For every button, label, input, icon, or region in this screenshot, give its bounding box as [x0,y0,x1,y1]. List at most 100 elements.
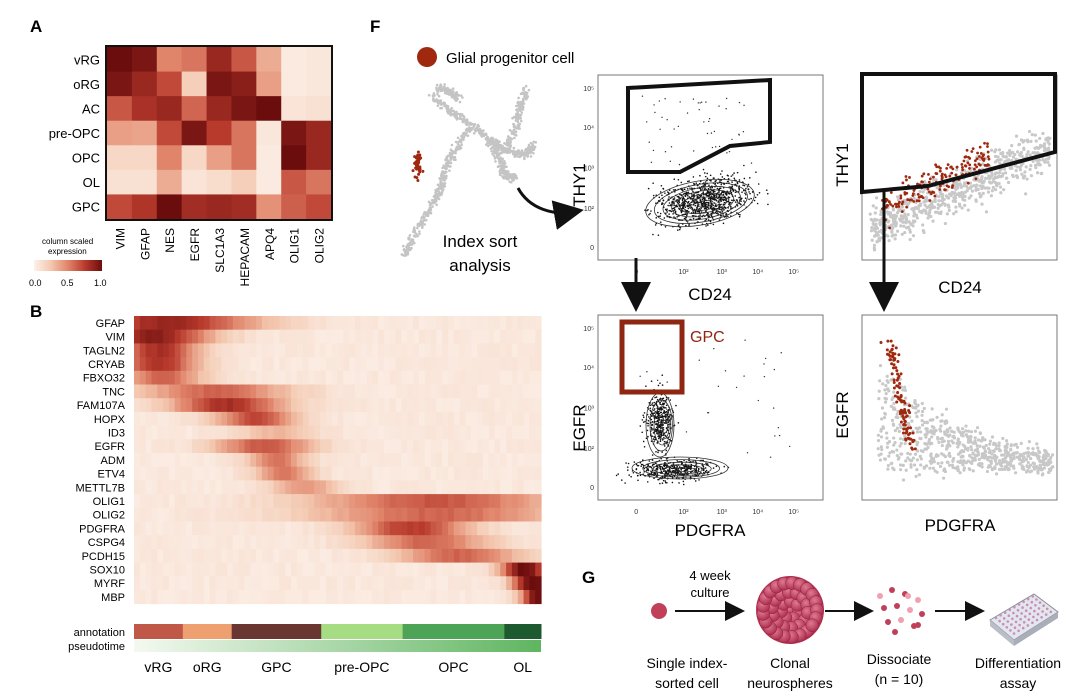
heatmap-cell [107,47,133,73]
heatmap-cell [244,507,251,522]
heatmap-cell [107,194,133,220]
cell-dot [678,204,681,207]
heatmap-cell [273,343,280,358]
heatmap-cell [494,329,501,344]
heatmap-cell [418,411,426,426]
cell-dot [738,196,741,199]
heatmap-cell [389,384,397,399]
cell-dot [739,214,741,216]
heatmap-cell [424,576,432,591]
cell-dot [666,481,668,484]
umap-gpc-cell [418,167,422,171]
heatmap-cell [151,411,158,426]
cell-dot [649,212,651,215]
heatmap-cell [407,453,414,468]
umap-cell [496,153,499,157]
cell-dot [925,197,929,202]
cell-dot [937,199,941,203]
heatmap-cell [281,145,307,171]
heatmap-cell [389,521,397,536]
cell-dot [989,194,994,198]
heatmap-cell [151,548,158,563]
heatmap-cell [413,370,420,385]
gpc-dot [973,167,976,171]
heatmap-cell [151,439,158,454]
heatmap-cell [430,439,437,454]
y-tick: 0 [590,245,594,252]
heatmap-cell [320,480,327,495]
heatmap-cell [407,411,414,426]
umap-cell [501,157,504,161]
heatmap-cell [296,316,304,331]
cell-dot [659,440,662,443]
heatmap-cell [285,507,292,522]
heatmap-cell [494,521,501,536]
heatmap-cell [413,480,420,495]
facs-plot-thy1-cd24-dots: THY1 CD24 [833,72,1058,297]
gpc-dot [968,163,972,167]
cell-dot [711,146,714,149]
umap-cell [452,114,456,117]
heatmap-cell [232,329,240,344]
heatmap-cell [360,343,368,358]
heatmap-cell [314,316,321,331]
heatmap-cell [285,329,292,344]
cell-dot [667,204,669,207]
umap-cell [512,146,516,150]
umap-cell [431,94,435,98]
heatmap-cell [517,384,525,399]
umap-cell [515,150,519,154]
heatmap-cell [407,384,414,399]
x-label: vRG [144,659,172,675]
heatmap-cell [430,411,437,426]
heatmap-cell [227,521,234,536]
heatmap-cell [407,548,414,563]
heatmap-cell [500,521,507,536]
cell-dot [715,210,718,213]
heatmap-cell [227,411,234,426]
heatmap-cell [389,370,397,385]
umap-cell [409,240,413,243]
cell-dot [704,470,707,473]
cell-dot [1002,188,1006,192]
heatmap-cell [215,590,222,605]
umap-cell [460,113,464,116]
heatmap-cell [232,535,240,550]
heatmap-cell [343,590,350,605]
heatmap-cell [331,398,339,413]
heatmap-cell [203,590,211,605]
cell-dot [733,177,736,180]
heatmap-cell [244,370,251,385]
heatmap-cell [395,439,403,454]
heatmap-cell [180,439,187,454]
umap-cell [514,130,518,133]
umap-cell [435,83,439,87]
heatmap-cell [401,357,408,372]
heatmap-cell [354,480,362,495]
umap-cell [416,226,419,230]
heatmap-cell [186,439,193,454]
cell-dot [727,175,729,177]
heatmap-cell [494,357,501,372]
heatmap-cell [296,576,304,591]
heatmap-cell [395,548,403,563]
cell-dot [692,176,695,178]
heatmap-cell [290,316,298,331]
cell-dot [646,429,649,432]
cell-dot [662,199,665,201]
heatmap-cell [366,398,373,413]
cell-dot [756,202,759,205]
heatmap-cell [477,316,484,331]
heatmap-cell [320,507,327,522]
heatmap-cell [209,480,216,495]
heatmap-cell [134,466,141,481]
heatmap-cell [227,535,234,550]
heatmap-cell [418,480,426,495]
heatmap-cell [459,590,467,605]
heatmap-cell [107,71,133,97]
heatmap-cell [436,411,443,426]
cell-dot [662,416,664,418]
heatmap-cell [174,411,182,426]
heatmap-cell [157,343,164,358]
cell-dot [660,400,663,402]
